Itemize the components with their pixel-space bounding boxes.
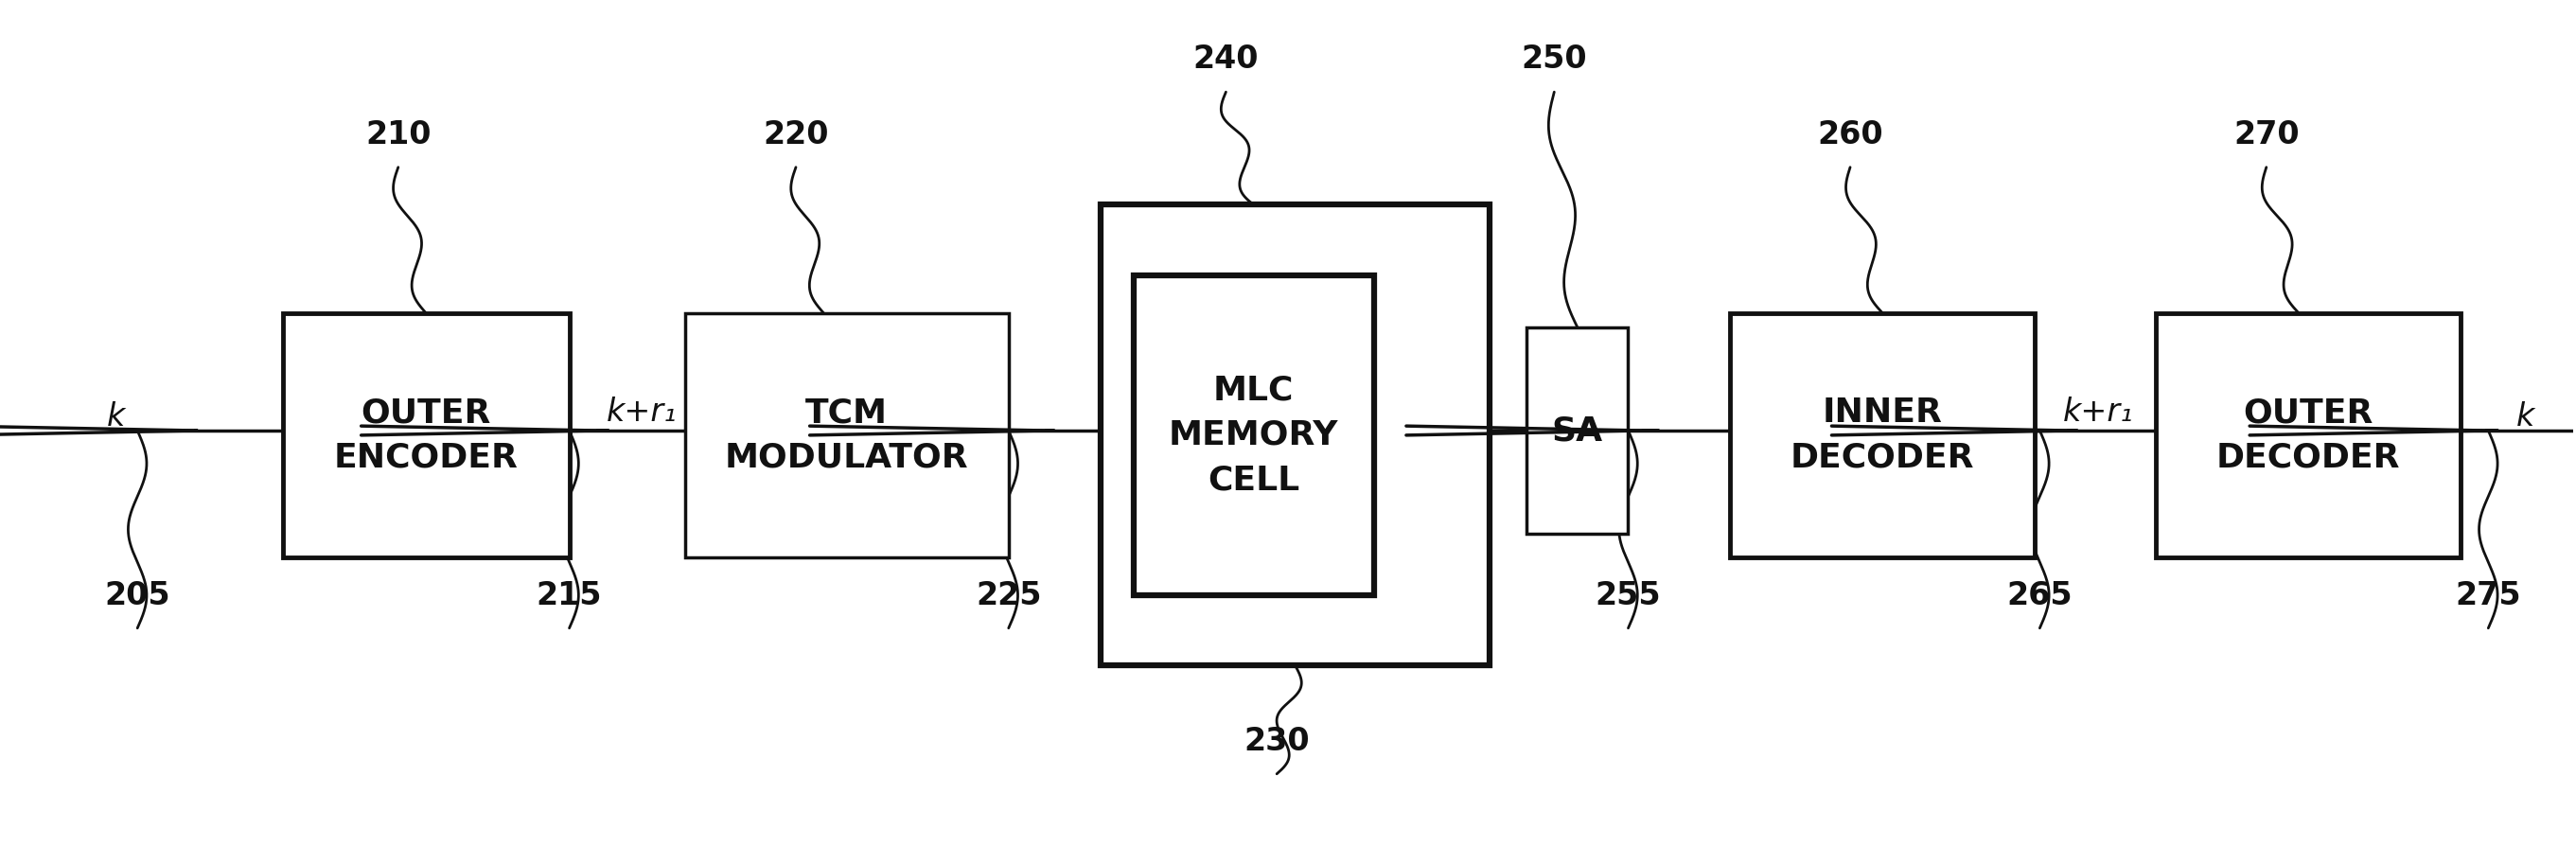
Text: 210: 210 [366, 119, 430, 150]
Text: MLC
MEMORY
CELL: MLC MEMORY CELL [1170, 374, 1340, 496]
Text: SA: SA [1551, 415, 1602, 447]
Text: 250: 250 [1522, 44, 1587, 75]
Bar [1731, 313, 2035, 557]
Text: 220: 220 [762, 119, 829, 150]
Text: 265: 265 [2007, 580, 2074, 611]
Text: 275: 275 [2455, 580, 2522, 611]
Bar [1133, 276, 1373, 595]
Text: k+r₁: k+r₁ [605, 397, 677, 428]
Text: TCM
MODULATOR: TCM MODULATOR [724, 397, 969, 473]
Text: INNER
DECODER: INNER DECODER [1790, 397, 1976, 473]
Text: OUTER
DECODER: OUTER DECODER [2215, 397, 2401, 473]
Text: 255: 255 [1595, 580, 1662, 611]
Bar [1100, 205, 1489, 666]
Text: 230: 230 [1244, 726, 1309, 757]
Text: 240: 240 [1193, 44, 1260, 75]
Bar [685, 313, 1010, 557]
Text: 270: 270 [2233, 119, 2300, 150]
Text: 215: 215 [536, 580, 603, 611]
Text: k: k [2517, 401, 2535, 432]
Text: 260: 260 [1816, 119, 1883, 150]
Bar [283, 313, 569, 557]
Bar [2156, 313, 2460, 557]
Text: 225: 225 [976, 580, 1041, 611]
Text: OUTER
ENCODER: OUTER ENCODER [335, 397, 518, 473]
Text: 205: 205 [106, 580, 170, 611]
Text: k+r₁: k+r₁ [2063, 397, 2133, 428]
Text: k: k [108, 401, 126, 432]
Bar [1528, 327, 1628, 534]
